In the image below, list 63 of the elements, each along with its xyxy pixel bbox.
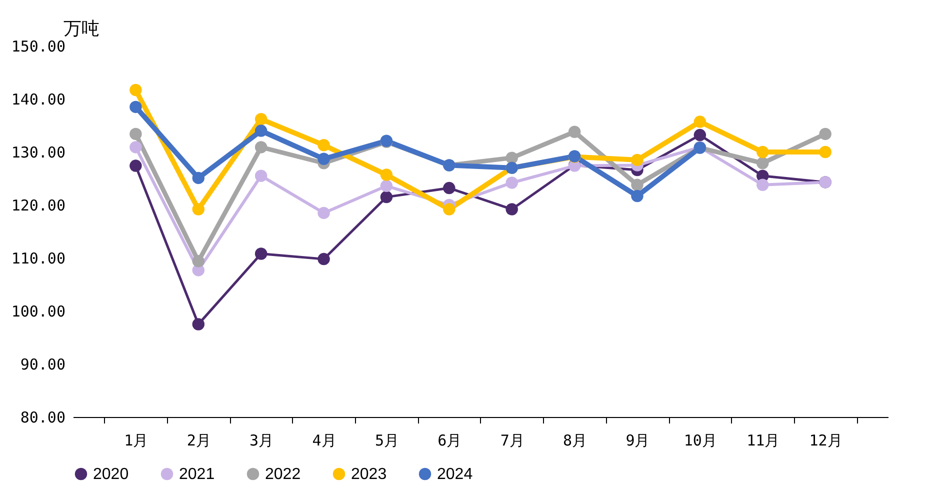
legend-label: 2023: [351, 466, 387, 483]
point: [192, 203, 205, 216]
y-tick-label: 110.00: [11, 250, 66, 268]
point: [130, 128, 142, 140]
y-tick-label: 90.00: [20, 356, 66, 374]
legend-label: 2021: [179, 466, 215, 483]
legend-label: 2022: [265, 466, 301, 483]
point: [318, 139, 330, 152]
point: [443, 182, 456, 194]
point: [506, 176, 518, 189]
y-tick-label: 140.00: [11, 90, 66, 108]
x-tick-label: 6月: [438, 432, 462, 450]
point: [694, 128, 706, 142]
point: [756, 178, 769, 191]
y-tick-label: 120.00: [11, 196, 66, 214]
legend-label: 2020: [93, 466, 129, 483]
x-tick-label: 9月: [626, 432, 650, 450]
y-tick-label: 150.00: [11, 38, 66, 56]
point: [756, 146, 769, 158]
point: [380, 190, 393, 204]
x-tick-label: 4月: [312, 432, 336, 450]
point: [568, 126, 581, 138]
point: [631, 154, 644, 166]
point: [631, 190, 644, 202]
point: [192, 318, 205, 330]
x-tick-label: 11月: [746, 432, 780, 450]
x-tick-label: 8月: [563, 432, 588, 450]
point: [130, 160, 142, 172]
point: [192, 255, 205, 268]
point: [443, 203, 456, 216]
point: [192, 172, 205, 184]
y-axis-title: 万吨: [64, 18, 100, 40]
point: [631, 178, 644, 191]
point: [318, 152, 330, 165]
point: [318, 252, 330, 266]
point: [380, 180, 393, 192]
x-tick-label: 12月: [809, 432, 842, 450]
point: [694, 116, 706, 128]
y-tick-label: 80.00: [20, 408, 66, 426]
point: [254, 124, 268, 137]
point: [819, 128, 832, 140]
legend-label: 2024: [437, 466, 473, 483]
point: [380, 168, 393, 181]
x-tick-label: 1月: [124, 432, 148, 450]
x-tick-label: 10月: [684, 432, 717, 450]
point: [819, 146, 832, 158]
y-tick-label: 100.00: [11, 302, 66, 320]
point: [130, 100, 142, 114]
y-tick-label: 130.00: [11, 144, 66, 162]
x-tick-label: 3月: [250, 432, 274, 450]
point: [506, 152, 518, 164]
point: [318, 206, 330, 220]
point: [130, 84, 142, 96]
x-tick-label: 2月: [186, 432, 211, 450]
point: [506, 203, 518, 216]
point: [130, 141, 142, 154]
point: [254, 170, 268, 182]
point: [254, 141, 268, 154]
x-tick-label: 5月: [374, 432, 399, 450]
point: [254, 248, 268, 260]
point: [254, 113, 268, 126]
x-tick-label: 7月: [500, 432, 524, 450]
point: [756, 157, 769, 170]
